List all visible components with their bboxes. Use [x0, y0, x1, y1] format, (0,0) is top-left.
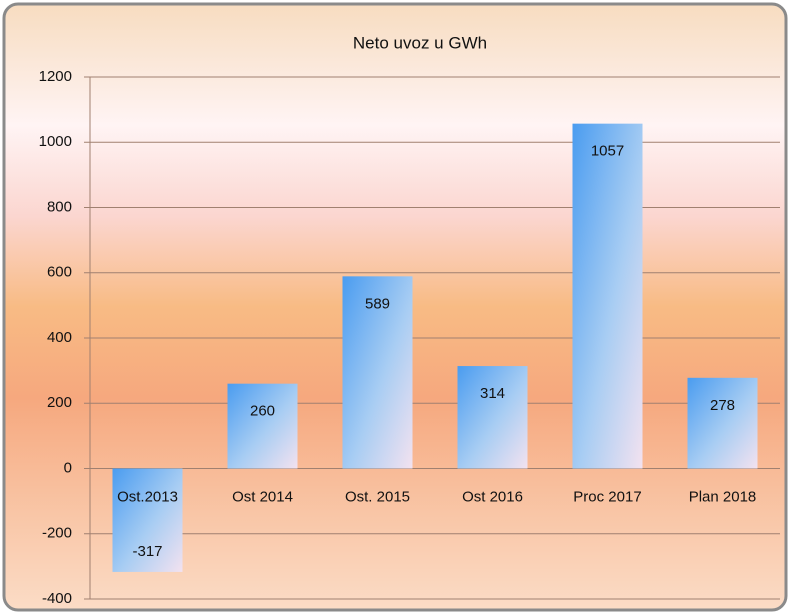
- bar: [227, 383, 298, 469]
- y-tick-label: 600: [47, 264, 72, 281]
- bar: [112, 468, 183, 572]
- y-tick-label: 1000: [39, 133, 72, 150]
- bar: [687, 377, 758, 469]
- x-tick-label: Ost. 2015: [345, 488, 410, 505]
- data-label: 314: [480, 385, 505, 402]
- y-tick-label: 400: [47, 329, 72, 346]
- bar: [342, 276, 413, 469]
- x-tick-label: Proc 2017: [573, 488, 641, 505]
- x-tick-label: Ost 2016: [462, 488, 523, 505]
- y-tick-label: 0: [64, 459, 72, 476]
- data-label: 278: [710, 397, 735, 414]
- x-tick-label: Ost.2013: [117, 488, 178, 505]
- bar: [572, 123, 643, 469]
- chart-title: Neto uvoz u GWh: [353, 33, 487, 52]
- data-label: 589: [365, 295, 390, 312]
- bar: [457, 366, 528, 469]
- y-tick-label: -400: [42, 590, 72, 607]
- x-tick-label: Plan 2018: [689, 488, 757, 505]
- data-label: -317: [132, 543, 162, 560]
- x-tick-label: Ost 2014: [232, 488, 293, 505]
- y-tick-label: -200: [42, 525, 72, 542]
- y-tick-label: 1200: [39, 68, 72, 85]
- y-tick-label: 800: [47, 198, 72, 215]
- y-tick-label: 200: [47, 394, 72, 411]
- data-label: 1057: [591, 143, 624, 160]
- data-label: 260: [250, 403, 275, 420]
